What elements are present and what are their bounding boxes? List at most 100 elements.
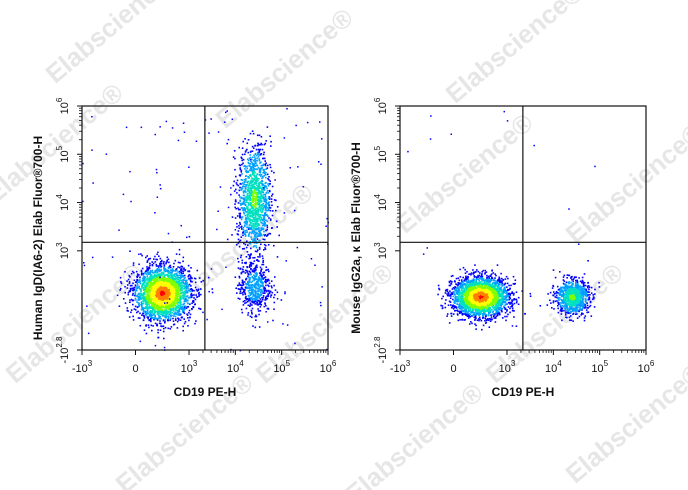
data-point xyxy=(135,299,137,301)
data-point xyxy=(250,264,252,266)
data-point xyxy=(174,311,177,314)
data-point xyxy=(154,212,156,214)
data-point xyxy=(183,283,186,285)
data-point xyxy=(245,169,247,172)
data-point xyxy=(180,265,182,268)
data-point xyxy=(155,303,158,305)
data-point xyxy=(177,280,180,283)
data-point xyxy=(165,304,168,306)
data-point xyxy=(142,277,144,280)
data-point xyxy=(133,308,136,310)
data-point xyxy=(169,319,171,322)
data-point xyxy=(177,139,180,142)
data-point xyxy=(246,215,249,218)
data-point xyxy=(244,201,247,204)
data-point xyxy=(173,289,176,291)
data-point xyxy=(260,293,263,295)
data-point xyxy=(160,265,163,268)
data-point xyxy=(263,271,265,274)
data-point xyxy=(158,294,160,297)
data-point xyxy=(244,302,246,305)
data-point xyxy=(170,271,173,274)
data-point xyxy=(149,279,152,282)
data-point xyxy=(126,280,128,282)
data-point xyxy=(200,288,202,290)
data-point xyxy=(153,313,155,315)
data-point xyxy=(158,281,160,284)
data-point xyxy=(159,305,161,308)
data-point xyxy=(148,285,150,287)
data-point xyxy=(161,313,164,316)
data-point xyxy=(251,300,254,303)
data-point xyxy=(239,214,241,216)
data-point xyxy=(254,299,257,301)
data-point xyxy=(252,164,254,167)
data-point xyxy=(238,225,240,227)
data-point xyxy=(250,195,252,197)
data-point xyxy=(177,276,179,279)
data-point xyxy=(239,168,242,171)
data-point xyxy=(165,270,168,273)
data-point xyxy=(149,307,152,309)
data-point xyxy=(234,200,237,203)
data-point xyxy=(188,278,190,280)
data-point xyxy=(129,287,132,290)
data-point xyxy=(153,275,156,278)
data-point xyxy=(174,307,177,309)
data-point xyxy=(167,258,170,261)
data-point xyxy=(258,299,260,302)
data-point xyxy=(173,301,176,303)
data-point xyxy=(176,278,179,280)
data-point xyxy=(157,331,159,334)
data-point xyxy=(174,315,177,318)
data-point xyxy=(237,238,240,241)
data-point xyxy=(139,324,142,327)
data-point xyxy=(251,184,254,186)
data-point xyxy=(239,183,242,185)
data-point xyxy=(150,311,152,313)
data-point xyxy=(256,297,258,299)
data-point xyxy=(249,305,251,307)
data-point xyxy=(138,305,141,308)
data-point xyxy=(255,293,257,296)
data-point xyxy=(254,238,256,240)
data-point xyxy=(260,273,262,276)
data-point xyxy=(86,305,88,307)
data-point xyxy=(178,276,180,279)
data-point xyxy=(164,326,167,329)
data-point xyxy=(160,322,162,325)
data-point xyxy=(238,275,241,278)
data-point xyxy=(270,285,273,287)
data-point xyxy=(175,291,177,293)
data-point xyxy=(178,309,180,312)
data-point xyxy=(149,262,151,265)
data-point xyxy=(244,181,246,183)
data-point xyxy=(144,280,147,282)
data-point xyxy=(145,325,147,327)
data-point xyxy=(147,258,150,261)
watermark-text: Elabscience® xyxy=(40,0,189,89)
data-point xyxy=(177,271,179,273)
data-point xyxy=(262,257,264,260)
data-point xyxy=(266,297,269,300)
data-point xyxy=(157,276,160,278)
data-point xyxy=(256,301,259,303)
data-point xyxy=(512,275,515,278)
data-point xyxy=(257,203,259,206)
data-point xyxy=(245,262,247,265)
data-point xyxy=(261,263,263,266)
data-point xyxy=(179,262,181,264)
data-point xyxy=(177,301,180,304)
data-point xyxy=(253,285,255,288)
data-point xyxy=(187,275,190,278)
data-point xyxy=(236,179,239,182)
data-point xyxy=(245,178,247,180)
data-point xyxy=(240,308,243,311)
data-point xyxy=(166,313,168,315)
data-point xyxy=(263,286,265,289)
data-point xyxy=(169,289,172,291)
data-point xyxy=(249,180,252,183)
data-point xyxy=(134,284,137,286)
data-point xyxy=(238,212,241,215)
data-point xyxy=(191,290,193,292)
